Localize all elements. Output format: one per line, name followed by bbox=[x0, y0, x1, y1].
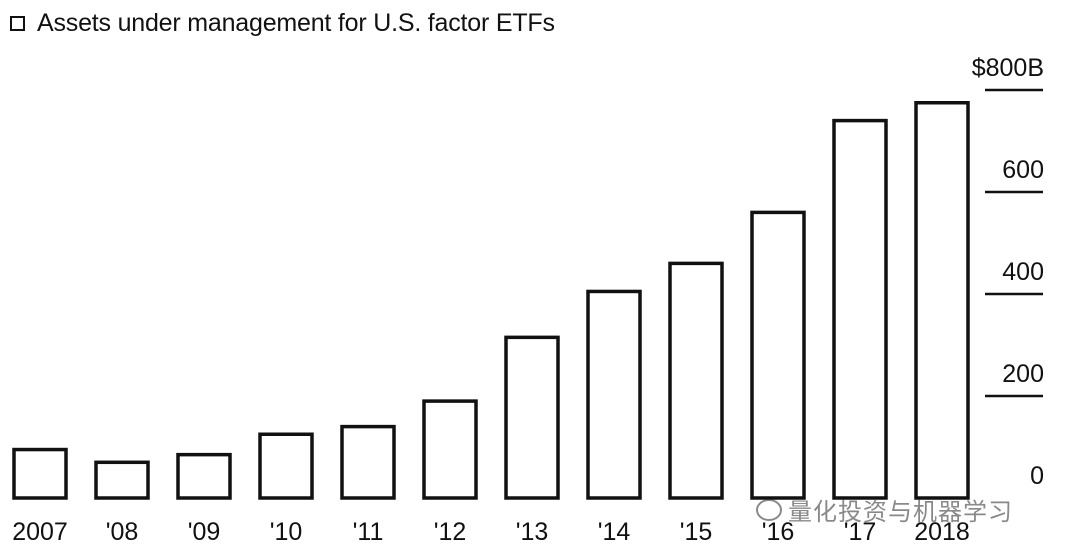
x-axis-labels: 2007 '08 '09 '10 '11 '12 '13 '14 '15 '16 '17 2018 bbox=[12, 518, 970, 546]
x-tick-label-5: '12 bbox=[434, 518, 467, 546]
legend-swatch bbox=[10, 15, 25, 31]
bar-3 bbox=[258, 432, 314, 500]
x-tick-label-3: '10 bbox=[270, 518, 303, 546]
x-tick-label-6: '13 bbox=[516, 518, 549, 546]
y-tick-label-4: $800B bbox=[972, 54, 1044, 82]
watermark: 量化投资与机器学习 bbox=[756, 492, 1013, 527]
x-tick-label-0: 2007 bbox=[12, 518, 68, 546]
y-tick-label-0: 0 bbox=[1030, 462, 1044, 490]
x-tick-label-1: '08 bbox=[106, 518, 139, 546]
y-axis: 0 200 400 600 $800B bbox=[972, 54, 1044, 490]
bar-0 bbox=[12, 447, 68, 500]
y-tick-label-1: 200 bbox=[1002, 360, 1044, 388]
x-tick-label-2: '09 bbox=[188, 518, 221, 546]
bar-6 bbox=[504, 335, 560, 500]
x-tick-label-4: '11 bbox=[353, 518, 384, 546]
bar-11 bbox=[914, 101, 970, 500]
bar-8 bbox=[668, 261, 724, 500]
y-tick-label-3: 600 bbox=[1002, 156, 1044, 184]
legend-label: Assets under management for U.S. factor … bbox=[37, 8, 555, 37]
watermark-text: 量化投资与机器学习 bbox=[788, 499, 1013, 526]
wechat-icon bbox=[756, 498, 782, 521]
bars-group bbox=[12, 101, 970, 500]
y-tick-label-2: 400 bbox=[1002, 258, 1044, 286]
bar-2 bbox=[176, 452, 232, 500]
x-tick-label-9: '16 bbox=[762, 518, 795, 546]
legend: Assets under management for U.S. factor … bbox=[10, 6, 555, 40]
bar-4 bbox=[340, 424, 396, 500]
x-tick-label-8: '15 bbox=[680, 518, 713, 546]
bar-5 bbox=[422, 399, 478, 500]
bar-10 bbox=[832, 118, 888, 500]
x-tick-label-11: 2018 bbox=[914, 518, 970, 546]
bar-9 bbox=[750, 210, 806, 500]
x-tick-label-10: '17 bbox=[844, 518, 877, 546]
bar-7 bbox=[586, 289, 642, 500]
x-tick-label-7: '14 bbox=[598, 518, 631, 546]
bar-1 bbox=[94, 460, 150, 500]
